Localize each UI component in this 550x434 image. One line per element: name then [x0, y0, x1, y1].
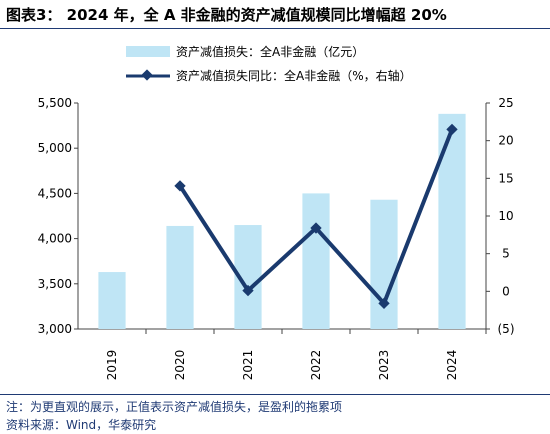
y-left-tick-label: 5,000: [38, 141, 72, 155]
chart-note: 注：为更直观的展示，正值表示资产减值损失，是盈利的拖累项: [6, 400, 343, 414]
legend-line-marker: [141, 69, 153, 81]
y-left-tick-label: 4,000: [38, 232, 72, 246]
yoy-point-2022: [310, 222, 322, 234]
title-rule: [0, 28, 550, 29]
yoy-point-2023: [378, 297, 390, 310]
y-right-tick-label: 5: [502, 247, 510, 261]
legend-line-label: 资产减值损失同比：全A非金融（%，右轴）: [176, 68, 412, 83]
x-tick-label-2019: 2019: [105, 350, 119, 381]
y-right-tick-label: 25: [498, 96, 513, 110]
x-tick-label-2020: 2020: [173, 350, 187, 381]
x-tick-label-2021: 2021: [241, 350, 255, 381]
chart-source: 资料来源：Wind，华泰研究: [6, 418, 157, 432]
legend-bar-swatch: [126, 46, 170, 57]
bar-2019: [98, 272, 126, 329]
bar-2020: [166, 225, 194, 329]
bar-2024: [438, 113, 466, 330]
y-left-tick-label: 3,000: [38, 322, 72, 336]
y-right-tick-label: (5): [498, 322, 515, 336]
y-left-tick-label: 4,500: [38, 186, 72, 200]
footer-rule: [0, 394, 550, 395]
bar-2023: [370, 199, 398, 329]
y-right-tick-label: 0: [502, 284, 510, 298]
y-right-tick-label: 10: [498, 209, 513, 223]
yoy-point-2020: [174, 180, 186, 192]
y-left-tick-label: 3,500: [38, 277, 72, 291]
x-tick-label-2023: 2023: [377, 350, 391, 381]
y-left-tick-label: 5,500: [38, 96, 72, 110]
bar-2022: [302, 193, 330, 329]
x-tick-label-2022: 2022: [309, 350, 323, 381]
yoy-point-2021: [242, 284, 254, 297]
legend-bar-label: 资产减值损失：全A非金融（亿元）: [176, 44, 364, 59]
y-right-tick-label: 20: [498, 134, 513, 148]
chart-title: 图表3： 2024 年，全 A 非金融的资产减值规模同比增幅超 20%: [6, 6, 447, 24]
x-tick-label-2024: 2024: [445, 350, 459, 381]
y-right-tick-label: 15: [498, 171, 513, 185]
